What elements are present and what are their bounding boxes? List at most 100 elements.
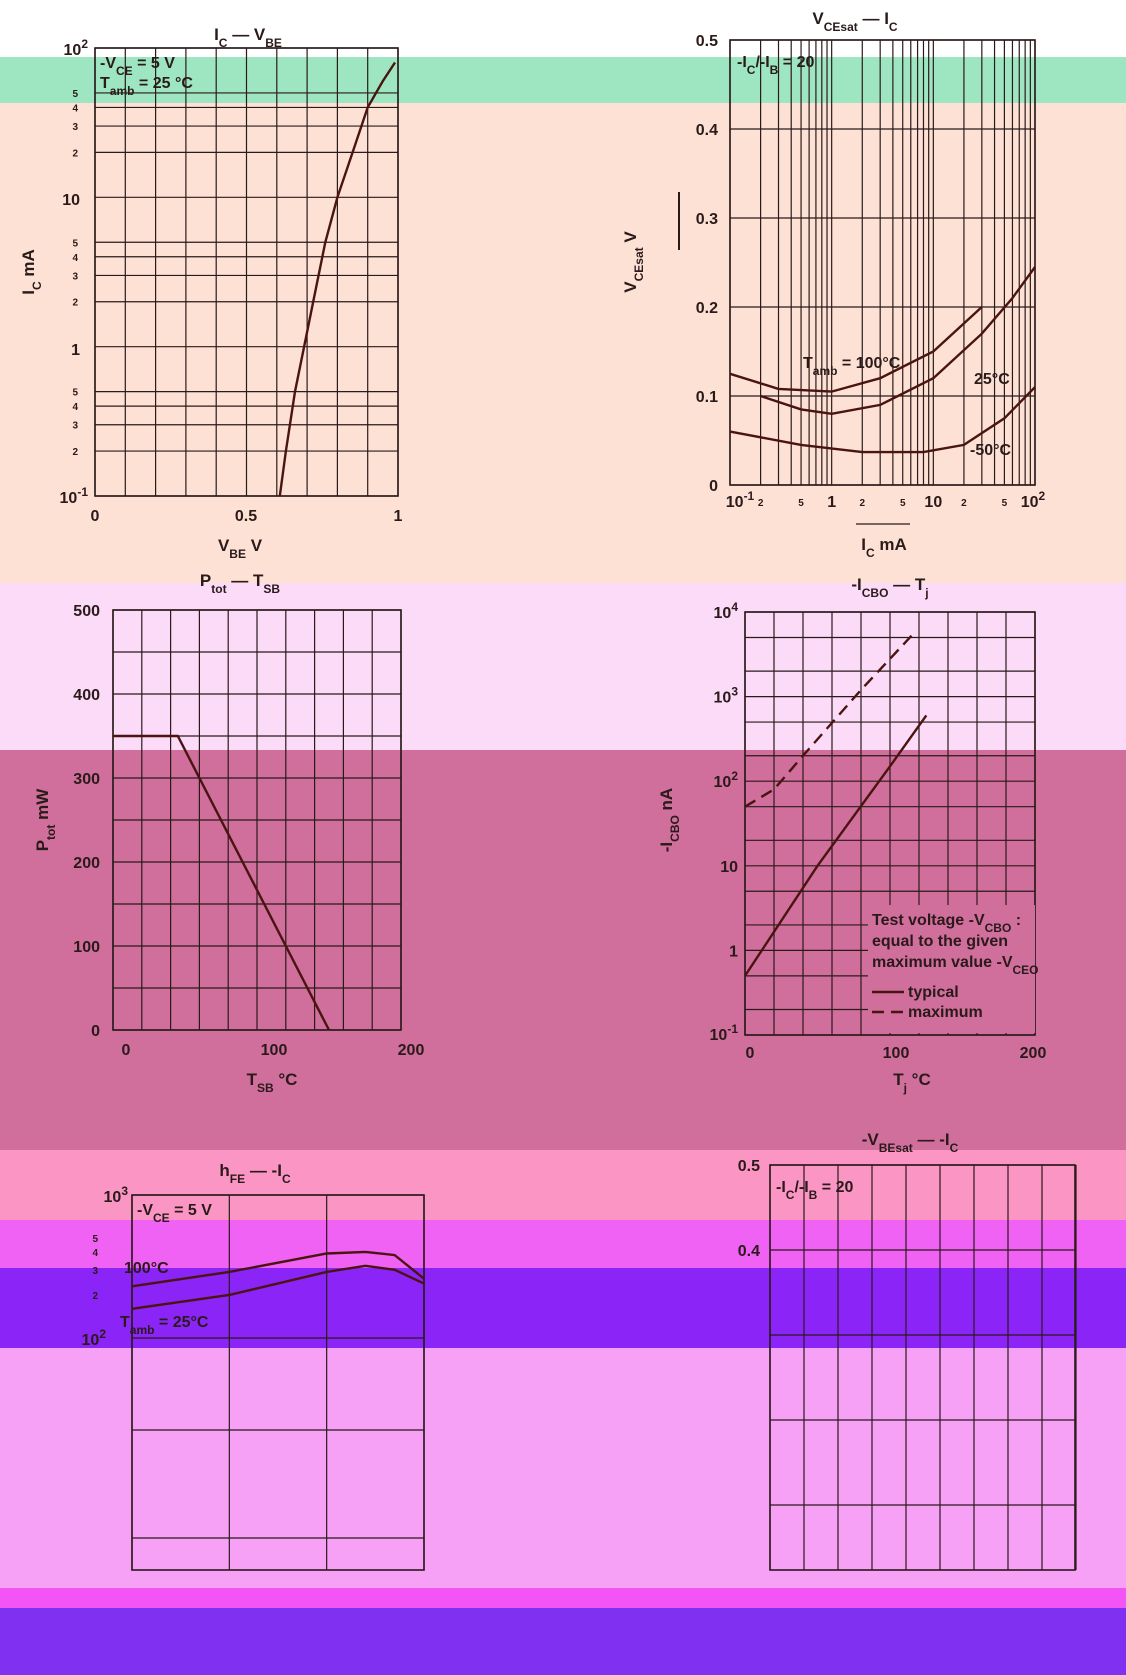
text-part: mA xyxy=(19,249,38,281)
text-subscript: j xyxy=(903,1081,907,1095)
text-subscript: CEsat xyxy=(824,20,858,34)
text-subscript: B xyxy=(770,63,779,77)
text-part: — -I xyxy=(245,1161,282,1180)
tick-base: 10 xyxy=(60,490,78,507)
series-label: 25°C xyxy=(974,371,1010,388)
chart-title: VCEsat — IC xyxy=(812,9,898,34)
text-subscript: C xyxy=(219,36,228,50)
series-label: Tamb = 100°C xyxy=(803,355,901,378)
text-part: I xyxy=(19,290,38,295)
text-part: — -I xyxy=(913,1130,950,1149)
text-part: V xyxy=(621,281,640,293)
plot-frame xyxy=(769,1164,1076,1571)
text-part: = 5 V xyxy=(133,55,176,72)
x-tick-label: 102 xyxy=(1021,489,1046,511)
text-subscript: C xyxy=(747,63,756,77)
text-subscript: BE xyxy=(265,36,282,50)
y-tick-label: 0.4 xyxy=(738,1243,760,1260)
y-tick-label: 500 xyxy=(73,603,100,620)
text-part: T xyxy=(120,1314,130,1331)
text-part: P xyxy=(200,571,211,590)
text-part: P xyxy=(33,840,52,851)
text-subscript: C xyxy=(282,1172,291,1186)
y-minor-tick-label: 5 xyxy=(72,238,78,249)
y-minor-tick-label: 2 xyxy=(92,1291,98,1302)
text-subscript: amb xyxy=(813,364,838,378)
x-tick-label: 1 xyxy=(394,508,403,525)
text-part: °C xyxy=(274,1070,298,1089)
annotation: -IC/-IB = 20 xyxy=(776,1179,853,1202)
text-part: -V xyxy=(100,55,116,72)
y-tick-label: 103 xyxy=(104,1184,129,1206)
annotation: equal to the given xyxy=(872,933,1008,950)
y-minor-tick-label: 5 xyxy=(72,89,78,100)
plot-frame xyxy=(94,47,399,497)
series-label: 100°C xyxy=(124,1260,169,1277)
y-tick-label: 102 xyxy=(64,37,89,59)
tick-base: 10 xyxy=(714,774,732,791)
text-part: V xyxy=(812,9,824,28)
text-part: nA xyxy=(657,788,676,815)
legend-label: maximum xyxy=(908,1004,983,1021)
chart-title: Ptot — TSB xyxy=(200,571,281,596)
legend-label: typical xyxy=(908,984,959,1001)
y-tick-label: 0.5 xyxy=(696,33,718,50)
text-subscript: C xyxy=(950,1141,959,1155)
tick-exponent: 2 xyxy=(81,37,88,51)
text-part: T xyxy=(247,1070,258,1089)
series-label: Tamb = 25°C xyxy=(120,1314,209,1337)
color-band xyxy=(0,1220,1126,1268)
x-tick-label: 200 xyxy=(1020,1045,1047,1062)
color-band xyxy=(0,103,1126,583)
text-part: °C xyxy=(907,1070,931,1089)
ptot-curve xyxy=(113,734,331,1031)
annotation: Test voltage -VCBO : xyxy=(872,912,1021,935)
y-tick-label: 102 xyxy=(714,769,739,791)
icbo-typical-curve xyxy=(743,714,928,977)
text-subscript: C xyxy=(786,1188,795,1202)
y-tick-label: 10 xyxy=(720,859,738,876)
text-part: -V xyxy=(137,1202,153,1219)
icbo-maximum-curve xyxy=(744,629,917,808)
text-part: /-I xyxy=(755,54,769,71)
tick-exponent: 2 xyxy=(1039,489,1046,503)
annotation: -VCE = 5 V xyxy=(100,55,175,78)
vcesat-curve xyxy=(729,306,983,393)
text-part: mA xyxy=(875,535,907,554)
y-axis-label: -ICBO nA xyxy=(657,788,682,852)
plot-frame xyxy=(112,609,402,1031)
annotation: maximum value -VCEO xyxy=(872,954,1039,977)
y-minor-tick-label: 4 xyxy=(72,253,78,264)
text-part: maximum value -V xyxy=(872,954,1013,971)
y-tick-label: 10-1 xyxy=(60,485,89,507)
x-axis-label: TSB °C xyxy=(247,1070,298,1095)
y-tick-label: 300 xyxy=(73,771,100,788)
text-subscript: CE xyxy=(153,1211,170,1225)
ic-vbe-curve xyxy=(278,61,397,497)
y-tick-label: 103 xyxy=(714,685,739,707)
y-tick-label: 0.1 xyxy=(696,389,718,406)
x-minor-tick-label: 2 xyxy=(961,498,967,509)
y-minor-tick-label: 5 xyxy=(72,388,78,399)
text-part: Test voltage -V xyxy=(872,912,985,929)
x-tick-label: 0.5 xyxy=(235,508,257,525)
text-part: V xyxy=(621,231,640,248)
text-subscript: C xyxy=(889,20,898,34)
y-minor-tick-label: 3 xyxy=(72,271,78,282)
y-axis-label: Ptot mW xyxy=(33,788,58,852)
text-subscript: BEsat xyxy=(879,1141,913,1155)
text-subscript: FE xyxy=(230,1172,245,1186)
tick-base: 10 xyxy=(726,494,744,511)
text-subscript: amb xyxy=(130,1323,155,1337)
y-minor-tick-label: 4 xyxy=(72,402,78,413)
text-subscript: CEsat xyxy=(632,247,646,281)
vcesat-curve xyxy=(729,386,1036,454)
y-tick-label: 0.5 xyxy=(738,1158,760,1175)
color-band xyxy=(0,1588,1126,1608)
y-tick-label: 400 xyxy=(73,687,100,704)
text-part: T xyxy=(100,75,110,92)
text-part: T xyxy=(803,355,813,372)
x-minor-tick-label: 5 xyxy=(798,498,804,509)
tick-base: 10 xyxy=(714,690,732,707)
text-part: -V xyxy=(862,1130,880,1149)
